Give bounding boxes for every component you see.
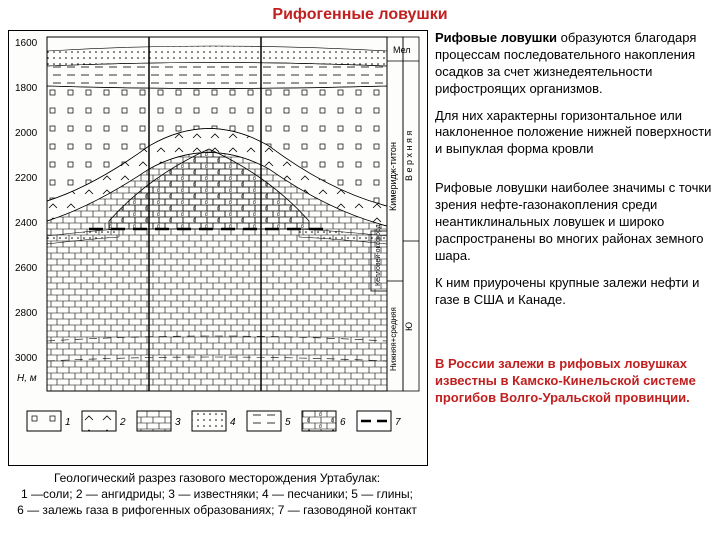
diagram-legend: 1 2 3 4 5 6 7: [27, 411, 401, 431]
paragraph-5: В России залежи в рифовых ловушках извес…: [435, 356, 713, 407]
paragraph-2: Для них характерны горизонтальное или на…: [435, 108, 713, 159]
geological-cross-section-diagram: б б 1600 1800 2000 2200 2400 2600 2800 3…: [8, 30, 428, 466]
svg-text:Мел: Мел: [393, 45, 411, 55]
svg-text:4: 4: [230, 417, 236, 428]
svg-text:В е р х н я я: В е р х н я я: [404, 131, 414, 181]
svg-text:5: 5: [285, 417, 291, 428]
svg-text:2600: 2600: [15, 263, 38, 274]
paragraph-1-strong: Рифовые ловушки: [435, 30, 557, 45]
page-title: Рифогенные ловушки: [0, 6, 720, 24]
paragraph-4: К ним приурочены крупные залежи нефти и …: [435, 275, 713, 309]
caption-line-3: 6 — залежь газа в рифогенных образования…: [17, 503, 417, 517]
diagram-caption: Геологический разрез газового месторожде…: [8, 470, 426, 519]
svg-text:6: 6: [340, 417, 346, 428]
svg-text:3000: 3000: [15, 353, 38, 364]
description-column: Рифовые ловушки образуются благодаря про…: [435, 30, 713, 417]
svg-text:2200: 2200: [15, 173, 38, 184]
svg-text:Нижняя+средняя: Нижняя+средняя: [389, 307, 398, 371]
svg-text:2000: 2000: [15, 128, 38, 139]
svg-text:1800: 1800: [15, 83, 38, 94]
svg-text:1: 1: [65, 417, 71, 428]
svg-text:Кимеридж-титон: Кимеридж-титон: [388, 142, 398, 211]
svg-text:7: 7: [395, 417, 401, 428]
svg-text:1600: 1600: [15, 38, 38, 49]
caption-line-2: 1 —соли; 2 — ангидриды; 3 — известняки; …: [21, 487, 413, 501]
y-axis: 1600 1800 2000 2200 2400 2600 2800 3000 …: [15, 38, 38, 384]
caption-line-1: Геологический разрез газового месторожде…: [54, 471, 380, 485]
svg-text:Н, м: Н, м: [17, 373, 37, 384]
svg-text:3: 3: [175, 417, 181, 428]
svg-text:2: 2: [119, 417, 126, 428]
svg-text:2400: 2400: [15, 218, 38, 229]
svg-text:Ю: Ю: [404, 322, 414, 331]
svg-text:2800: 2800: [15, 308, 38, 319]
paragraph-3: Рифовые ловушки наиболее значимы с точки…: [435, 180, 713, 264]
paragraph-1: Рифовые ловушки образуются благодаря про…: [435, 30, 713, 98]
